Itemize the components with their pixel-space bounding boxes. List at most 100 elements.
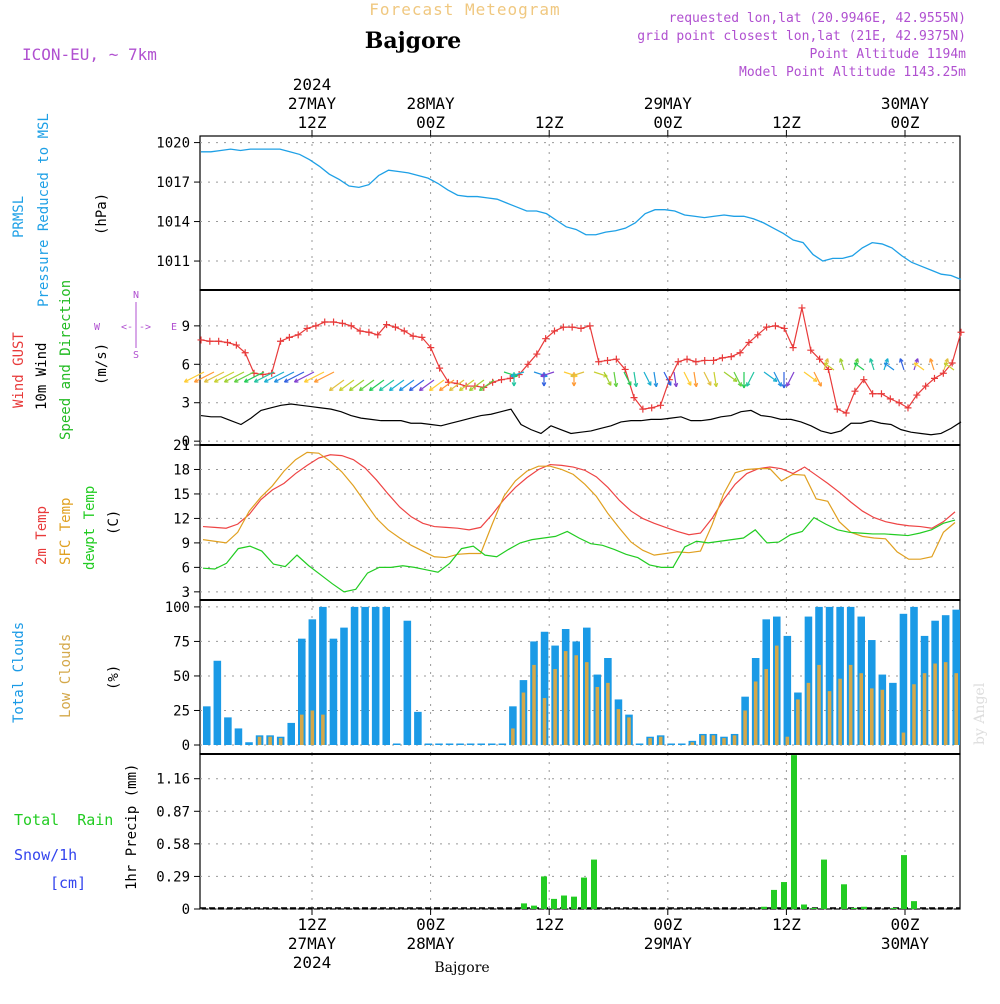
wind-arrow-head [687, 381, 692, 386]
rain-bar [561, 895, 567, 909]
low-cloud-bar [563, 651, 568, 745]
wind-arrow [254, 371, 275, 383]
wind-arrow [570, 371, 585, 377]
bottom-time-axis [311, 909, 906, 915]
bottom-time-label: 12Z [298, 915, 327, 934]
footer-location: Bajgore [434, 960, 489, 976]
low-cloud-bar [300, 714, 304, 745]
wind-arrow [633, 371, 637, 387]
precip-tick-label: 1.16 [156, 772, 190, 788]
bottom-time-label: 00Z [416, 915, 445, 934]
total-cloud-bar [899, 613, 908, 745]
gust-marker [674, 358, 682, 366]
gust-marker [895, 399, 903, 407]
temp-tick-label: 9 [182, 536, 190, 552]
rain-bar [771, 889, 777, 909]
low-cloud-bar [880, 689, 885, 745]
gust-marker [294, 331, 302, 339]
wind-arrow-head [673, 382, 679, 388]
gust-marker [312, 322, 320, 330]
wind-arrow-head [772, 377, 778, 382]
low-cloud-bar [838, 678, 842, 745]
rain-bar [571, 896, 577, 909]
gust-marker [577, 324, 585, 332]
wind-arrow [439, 379, 455, 392]
cloud-tick-label: 75 [173, 634, 190, 650]
wind-arrow-head [824, 358, 829, 363]
bottom-time-label: 12Z [535, 915, 564, 934]
cloud-tick-label: 25 [173, 703, 190, 719]
wind-arrow [540, 371, 555, 377]
top-time-label: 2024 [293, 75, 332, 94]
gust-marker [789, 344, 797, 352]
total-cloud-label: Total Clouds [11, 622, 27, 723]
low-cloud-bar [806, 682, 811, 745]
wind-arrow [786, 371, 795, 387]
temp-tick-label: 3 [182, 585, 190, 601]
gust-marker [869, 390, 877, 398]
wind-arrow-head [777, 382, 782, 387]
gust-marker [568, 323, 576, 331]
gust-marker [621, 365, 629, 373]
temp-tick-label: 15 [173, 487, 190, 503]
total-cloud-bar [414, 711, 422, 745]
temp-tick-label: 12 [173, 511, 190, 527]
temp-tick-label: 18 [173, 462, 190, 478]
precip-tick-label: 0 [182, 902, 190, 918]
gust-marker [930, 374, 938, 382]
wind-arrow-head [929, 358, 934, 363]
wind-arrow [479, 379, 495, 392]
bottom-time-label: 00Z [891, 915, 920, 934]
gust-marker [506, 374, 514, 382]
gust-marker [877, 390, 885, 398]
wind-arrow [194, 371, 215, 383]
rain-bar [891, 907, 897, 909]
wind-arrow-head [243, 378, 249, 383]
gust-marker [807, 346, 815, 354]
gust-marker [374, 331, 382, 339]
low-cloud-bar [848, 664, 853, 745]
total-cloud-bar [477, 743, 485, 745]
pressure-labels: PRMSL Pressure Reduced to MSL (hPa) [11, 113, 110, 307]
compass-n: N [133, 290, 139, 301]
wind-arrow [929, 358, 935, 371]
rain-bar [861, 906, 867, 909]
bottom-time-label: 27MAY [288, 934, 337, 953]
total-cloud-bar [203, 706, 211, 745]
wind-arrow-head [458, 386, 464, 392]
wind-arrow-head [883, 362, 889, 367]
compass-e: E [171, 322, 177, 333]
total-cloud-bar [540, 631, 549, 745]
wind-arrow [510, 371, 525, 377]
top-time-label: 28MAY [407, 94, 456, 113]
low-cloud-bar [817, 664, 821, 745]
low-cloud-bar [922, 673, 927, 745]
bottom-time-label: 28MAY [407, 934, 456, 953]
wind-line [200, 403, 962, 436]
wind-arrow-head [511, 382, 517, 387]
wind-arrow-head [737, 382, 742, 387]
gust-marker [215, 337, 223, 345]
location-title: Bajgore [365, 28, 461, 54]
grid-lines [311, 136, 906, 909]
gust-markers [197, 304, 965, 417]
wind-labels: Wind GUST 10m Wind Speed and Direction (… [11, 280, 110, 440]
wind-arrow [284, 371, 305, 383]
wind-arrow [369, 379, 385, 392]
gust-marker [754, 331, 762, 339]
gust-line [200, 307, 962, 414]
wind-arrow [329, 379, 345, 392]
wind-arrow [713, 371, 717, 387]
wind-arrow-head [713, 382, 719, 388]
wind-arrow [746, 371, 755, 387]
top-time-label: 00Z [416, 113, 445, 132]
temp-label: 2m Temp [34, 506, 50, 565]
wind-arrow [459, 379, 475, 392]
gust-marker [206, 337, 214, 345]
top-time-label: 00Z [653, 113, 682, 132]
low-cloud-bar [521, 692, 526, 745]
gust-marker [612, 355, 620, 363]
gust-marker [550, 327, 558, 335]
wind-arrow-head [571, 382, 577, 387]
wind-arrow [409, 379, 425, 392]
